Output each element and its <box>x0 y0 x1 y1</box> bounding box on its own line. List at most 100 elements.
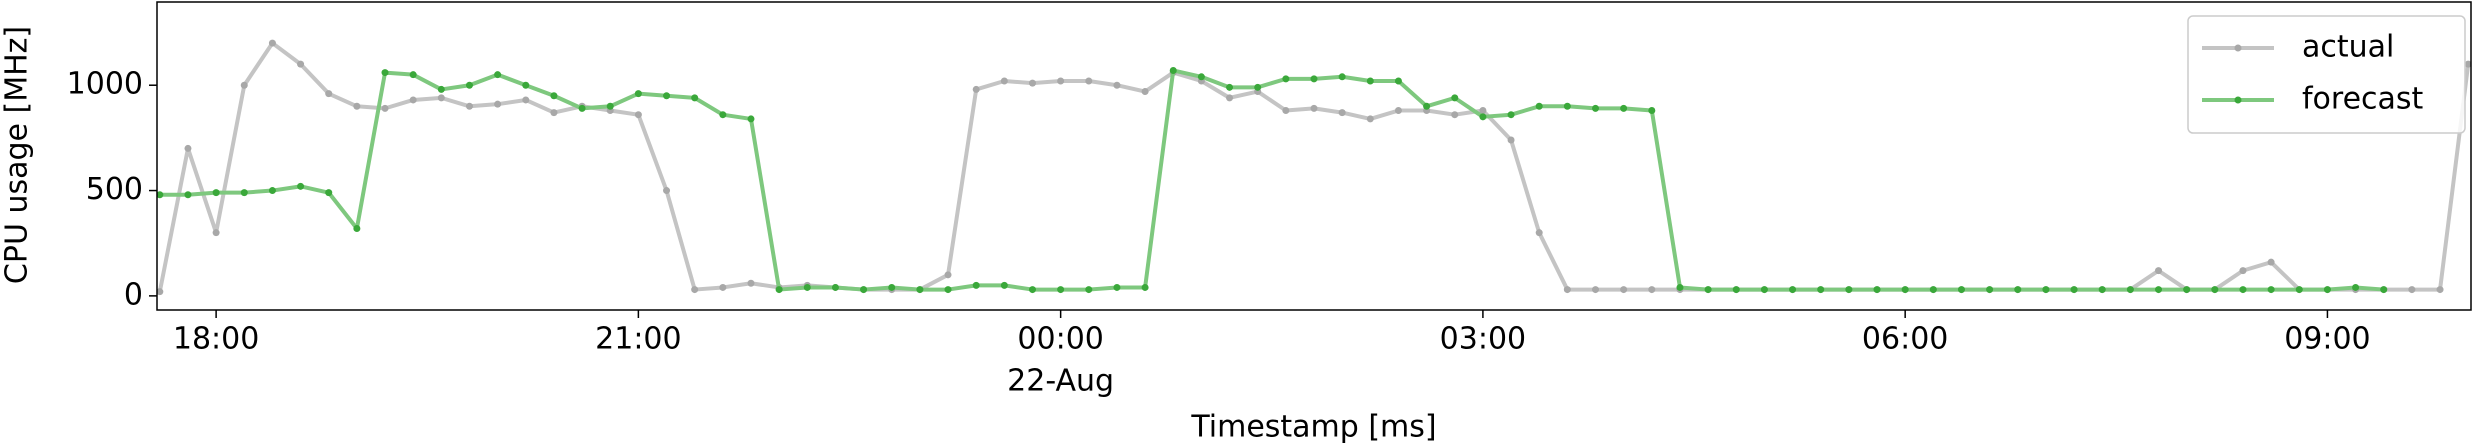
point <box>1423 102 1431 110</box>
point <box>1085 77 1093 85</box>
point <box>2436 286 2444 294</box>
point <box>944 286 952 294</box>
point <box>353 102 361 110</box>
point <box>1986 286 1994 294</box>
point <box>1873 286 1881 294</box>
point <box>1394 106 1402 114</box>
point <box>888 283 896 291</box>
point <box>157 191 164 199</box>
point <box>2098 286 2106 294</box>
point <box>550 109 558 117</box>
point <box>2352 283 2360 291</box>
point <box>184 144 192 152</box>
point <box>297 182 305 190</box>
point <box>522 96 530 104</box>
x-tick-label: 06:00 <box>1862 322 1948 357</box>
point <box>1254 83 1262 91</box>
legend-label: forecast <box>2302 82 2424 117</box>
point <box>212 229 220 237</box>
point <box>268 39 276 47</box>
point <box>2295 286 2303 294</box>
point <box>268 187 276 195</box>
point <box>2267 258 2275 266</box>
point <box>1451 94 1459 102</box>
point <box>1310 75 1318 83</box>
x-tick-label: 09:00 <box>2284 322 2370 357</box>
point <box>1451 111 1459 119</box>
point <box>2323 286 2331 294</box>
point <box>1226 83 1234 91</box>
point <box>1113 81 1121 89</box>
point <box>1366 115 1374 123</box>
point <box>1563 102 1571 110</box>
point <box>691 286 699 294</box>
point <box>240 189 248 197</box>
point <box>1704 286 1712 294</box>
point <box>1366 77 1374 85</box>
point <box>634 90 642 98</box>
point <box>1648 286 1656 294</box>
point <box>465 102 473 110</box>
point <box>1845 286 1853 294</box>
point <box>747 279 755 287</box>
point <box>1310 104 1318 112</box>
point <box>184 191 192 199</box>
point <box>353 224 361 232</box>
point <box>465 81 473 89</box>
point <box>719 111 727 119</box>
point <box>1732 286 1740 294</box>
x-tick-label: 03:00 <box>1440 322 1526 357</box>
point <box>831 283 839 291</box>
y-tick-label: 1000 <box>67 67 143 102</box>
point <box>1535 229 1543 237</box>
plot-frame <box>156 1 2472 311</box>
point <box>2126 286 2134 294</box>
x-date-label: 22-Aug <box>1007 364 1114 399</box>
point <box>1085 286 1093 294</box>
point <box>2070 286 2078 294</box>
y-tick-label: 0 <box>124 277 143 312</box>
point <box>297 60 305 68</box>
point <box>494 71 502 79</box>
point <box>1789 286 1797 294</box>
point <box>1760 286 1768 294</box>
point <box>2408 286 2416 294</box>
point <box>1028 79 1036 87</box>
point <box>916 286 924 294</box>
point <box>437 94 445 102</box>
point <box>1057 286 1065 294</box>
point <box>381 104 389 112</box>
y-axis-label: CPU usage [MHz] <box>0 26 35 284</box>
point <box>1282 106 1290 114</box>
point <box>2380 286 2388 294</box>
point <box>972 281 980 289</box>
point <box>1507 136 1515 144</box>
point <box>409 96 417 104</box>
point <box>1197 73 1205 81</box>
point <box>691 94 699 102</box>
point <box>325 90 333 98</box>
point <box>437 85 445 93</box>
point <box>1563 286 1571 294</box>
point <box>1057 77 1065 85</box>
point <box>860 286 868 294</box>
point <box>240 81 248 89</box>
point <box>2042 286 2050 294</box>
point <box>1901 286 1909 294</box>
x-axis-label: Timestamp [ms] <box>1190 410 1436 445</box>
point <box>1507 111 1515 119</box>
point <box>2464 60 2471 68</box>
point <box>494 100 502 108</box>
point <box>747 115 755 123</box>
point <box>663 92 671 100</box>
point <box>2211 286 2219 294</box>
point <box>1338 109 1346 117</box>
legend-label: actual <box>2302 30 2394 65</box>
point <box>663 187 671 195</box>
point <box>157 288 164 296</box>
point <box>522 81 530 89</box>
point <box>1535 102 1543 110</box>
point <box>1479 113 1487 121</box>
point <box>634 111 642 119</box>
